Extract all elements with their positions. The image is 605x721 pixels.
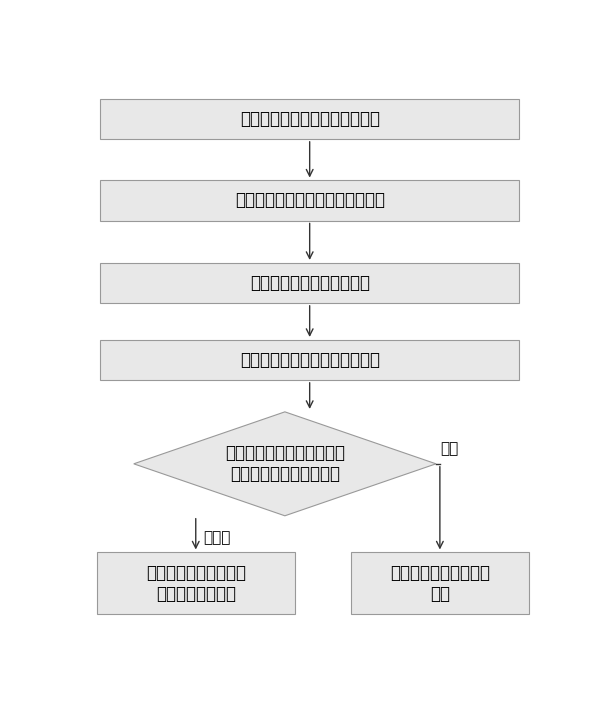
Text: 在操控指令上加入遥控器类型码: 在操控指令上加入遥控器类型码: [240, 110, 380, 128]
Bar: [100, 340, 519, 380]
Bar: [97, 552, 295, 614]
Text: 调制成控制信号，发送到机顶盒上: 调制成控制信号，发送到机顶盒上: [235, 192, 385, 210]
Bar: [100, 99, 519, 139]
Text: 解析成遥控器类型码和操控指令: 解析成遥控器类型码和操控指令: [240, 351, 380, 369]
Text: 与当前机顶盒显示界面对应
的遥控器类型码是否一致: 与当前机顶盒显示界面对应 的遥控器类型码是否一致: [225, 444, 345, 483]
Text: 不一致: 不一致: [203, 531, 231, 545]
Bar: [351, 552, 529, 614]
Polygon shape: [134, 412, 436, 516]
Text: 一致: 一致: [440, 441, 458, 456]
Bar: [100, 180, 519, 221]
Text: 保留当前的机顶盒显示
界面: 保留当前的机顶盒显示 界面: [390, 564, 490, 603]
Text: 读取相应的机顶盒显示
界面样式进行切换: 读取相应的机顶盒显示 界面样式进行切换: [146, 564, 246, 603]
Bar: [100, 263, 519, 303]
Text: 接收遥控器发送的控制信号: 接收遥控器发送的控制信号: [250, 274, 370, 292]
